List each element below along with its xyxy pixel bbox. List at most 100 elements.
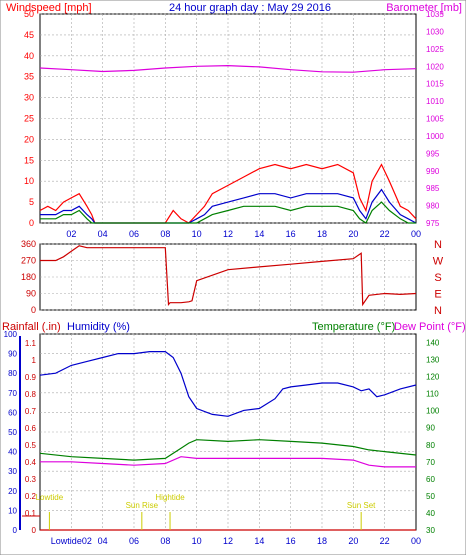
temperature-tick-label: 60 <box>426 475 435 484</box>
humidity-tick-label: 60 <box>8 408 17 417</box>
barometer-tick-label: 1005 <box>426 115 444 124</box>
barometer-tick-label: 1030 <box>426 27 444 36</box>
wind-x-tick-label: 22 <box>380 229 390 239</box>
direction-tick-label: 360 <box>21 239 36 249</box>
temp-x-tick-label: 22 <box>380 536 390 546</box>
temperature-tick-label: 30 <box>426 526 435 535</box>
temperature-tick-label: 40 <box>426 509 435 518</box>
direction-tick-label: 0 <box>31 305 36 315</box>
humidity-axis-title: Humidity (%) <box>67 321 130 333</box>
rainfall-tick-label: 0.8 <box>25 390 37 399</box>
humidity-tick-label: 100 <box>4 330 18 339</box>
temperature-tick-label: 100 <box>426 407 440 416</box>
rainfall-tick-label: 0 <box>32 526 37 535</box>
barometer-tick-label: 1015 <box>426 80 444 89</box>
barometer-tick-label: 985 <box>426 184 440 193</box>
humidity-tick-label: 0 <box>13 526 18 535</box>
windspeed-axis-title: Windspeed [mph] <box>6 2 92 14</box>
windspeed-tick-label: 30 <box>24 93 34 103</box>
wind-series-line-2 <box>40 201 416 224</box>
temp-x-tick-label: 04 <box>98 536 108 546</box>
temp-series-line-2 <box>40 456 416 468</box>
temp-series-line-1 <box>39 439 417 461</box>
tick-label-layer: 0510152025303540455097598098599099510001… <box>4 9 445 546</box>
rainfall-tick-label: 1 <box>32 356 37 365</box>
wind-x-tick-label: 06 <box>129 229 139 239</box>
rainfall-tick-label: 0.3 <box>25 475 37 484</box>
direction-series-line-0 <box>40 245 417 307</box>
compass-label: N <box>434 305 442 317</box>
windspeed-tick-label: 35 <box>24 72 34 82</box>
wind-series-line-0 <box>39 163 417 224</box>
temperature-tick-label: 70 <box>426 458 435 467</box>
wind-x-tick-label: 00 <box>411 229 421 239</box>
temperature-tick-label: 80 <box>426 441 435 450</box>
compass-label: N <box>434 239 442 251</box>
temp-x-tick-label: Lowtide02 <box>51 536 92 546</box>
wind-x-tick-label: 16 <box>286 229 296 239</box>
rainfall-tick-label: 0.5 <box>25 441 37 450</box>
temp-x-tick-label: 06 <box>129 536 139 546</box>
wind-x-tick-label: 08 <box>160 229 170 239</box>
wind-x-tick-label: 10 <box>192 229 202 239</box>
windspeed-tick-label: 20 <box>24 134 34 144</box>
temperature-tick-label: 110 <box>426 390 439 399</box>
graph-title: 24 hour graph day : May 29 2016 <box>169 2 331 14</box>
temperature-tick-label: 120 <box>426 373 440 382</box>
temperature-axis-title: Temperature (°F) <box>312 321 395 333</box>
annotation-label: Sun Set <box>347 501 376 510</box>
wind-x-tick-label: 12 <box>223 229 233 239</box>
humidity-tick-label: 70 <box>8 389 17 398</box>
rainfall-tick-label: 0.6 <box>25 424 37 433</box>
barometer-axis-title: Barometer [mb] <box>386 2 462 14</box>
temperature-tick-label: 130 <box>426 356 440 365</box>
barometer-tick-label: 980 <box>426 202 440 211</box>
temp-x-tick-label: 14 <box>254 536 264 546</box>
windspeed-tick-label: 40 <box>24 51 34 61</box>
barometer-tick-label: 1035 <box>426 10 444 19</box>
compass-label: W <box>433 256 444 268</box>
direction-tick-label: 180 <box>21 272 36 282</box>
temp-x-tick-label: 10 <box>192 536 202 546</box>
humidity-tick-label: 40 <box>8 448 17 457</box>
barometer-tick-label: 1010 <box>426 97 444 106</box>
temp-x-tick-label: 12 <box>223 536 233 546</box>
humidity-tick-label: 90 <box>8 350 17 359</box>
direction-tick-label: 90 <box>26 289 36 299</box>
barometer-tick-label: 990 <box>426 167 440 176</box>
compass-label: S <box>434 272 441 284</box>
windspeed-tick-label: 15 <box>24 155 34 165</box>
wind-series-line-1 <box>40 188 417 224</box>
annotation-label: Hightide <box>155 493 185 502</box>
wind-series-line-3 <box>39 64 417 73</box>
wind-x-tick-label: 20 <box>348 229 358 239</box>
temperature-tick-label: 90 <box>426 424 435 433</box>
humidity-tick-label: 80 <box>8 369 17 378</box>
barometer-tick-label: 975 <box>426 219 440 228</box>
temperature-tick-label: 50 <box>426 492 435 501</box>
series-layer <box>39 64 417 531</box>
windspeed-tick-label: 25 <box>24 114 34 124</box>
wind-x-tick-label: 04 <box>98 229 108 239</box>
rainfall-tick-label: 0.2 <box>25 492 37 501</box>
windspeed-tick-label: 0 <box>29 218 34 228</box>
annotation-label: Sun Rise <box>126 501 159 510</box>
temp-x-tick-label: 08 <box>160 536 170 546</box>
compass-label: E <box>434 289 441 301</box>
windspeed-tick-label: 45 <box>24 30 34 40</box>
barometer-tick-label: 1020 <box>426 62 444 71</box>
temp-x-tick-label: 00 <box>411 536 421 546</box>
rainfall-tick-label: 1.1 <box>25 339 37 348</box>
annotation-label: Lowtide <box>36 493 64 502</box>
humidity-tick-label: 20 <box>8 487 17 496</box>
barometer-tick-label: 995 <box>426 149 440 158</box>
humidity-tick-label: 30 <box>8 467 17 476</box>
temp-x-tick-label: 16 <box>286 536 296 546</box>
rainfall-tick-label: 0.7 <box>25 407 37 416</box>
rainfall-tick-label: 0.1 <box>25 509 37 518</box>
grid-layer <box>40 13 416 531</box>
direction-tick-label: 270 <box>21 256 36 266</box>
